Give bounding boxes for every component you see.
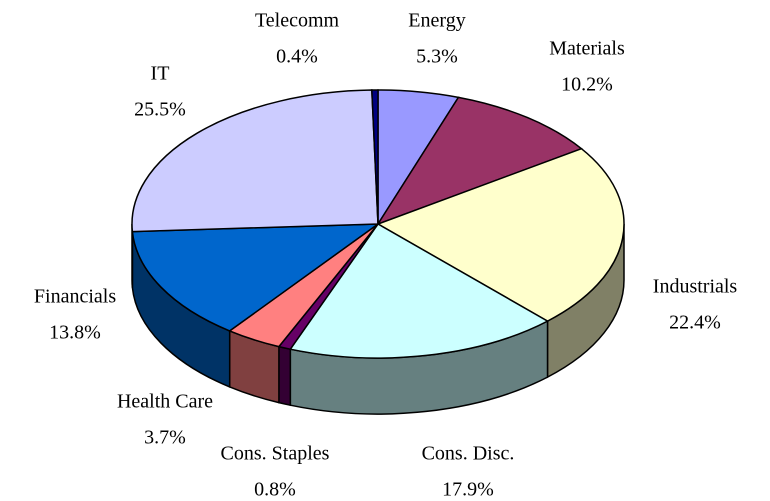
- slice-label: Health Care: [117, 391, 213, 413]
- slice: [131, 89, 379, 233]
- slice-side: [278, 345, 292, 407]
- slice-value-label: 17.9%: [442, 479, 494, 501]
- slice-value-label: 13.8%: [49, 322, 101, 344]
- slice-label: Cons. Disc.: [422, 443, 515, 465]
- slice-label: Materials: [549, 38, 625, 60]
- slice-label: Telecomm: [255, 10, 340, 32]
- slice-value-label: 0.8%: [254, 479, 296, 501]
- slice: [371, 89, 379, 225]
- slice: [131, 223, 381, 332]
- slice-value-label: 5.3%: [416, 46, 458, 68]
- slice: [376, 96, 583, 226]
- slice: [376, 147, 625, 322]
- slice-label: Financials: [34, 286, 116, 308]
- slice-label: Cons. Staples: [221, 443, 330, 465]
- slice-value-label: 22.4%: [669, 312, 721, 334]
- slice-label: Industrials: [653, 276, 738, 298]
- slice-label: IT: [151, 63, 170, 85]
- slice-value-label: 10.2%: [561, 74, 613, 96]
- slice-value-label: 3.7%: [144, 427, 186, 449]
- slice-value-label: 0.4%: [276, 46, 318, 68]
- slice-value-label: 25.5%: [134, 99, 186, 121]
- slice-label: Energy: [408, 10, 465, 32]
